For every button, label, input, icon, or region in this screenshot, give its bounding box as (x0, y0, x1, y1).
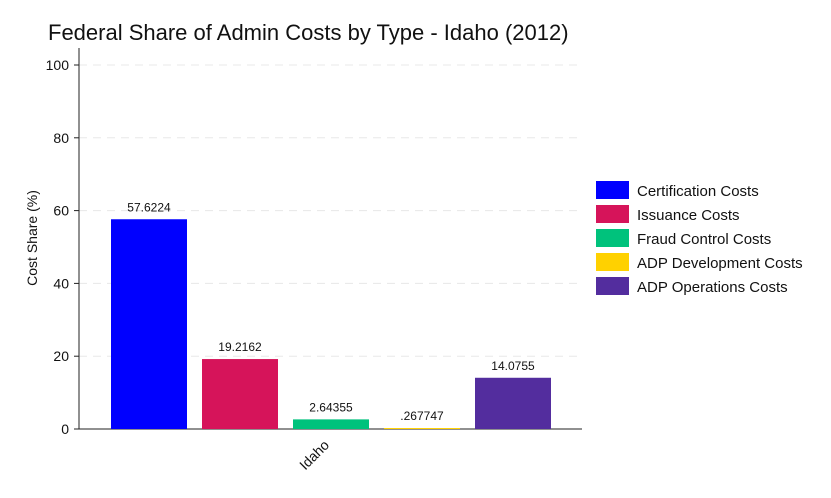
y-tick-label: 60 (53, 203, 69, 219)
data-labels: 57.6224 19.2162 2.64355 .267747 14.0755 (127, 200, 535, 423)
legend-swatch (596, 229, 629, 247)
x-tick-label: Idaho (296, 437, 332, 473)
data-label: 57.6224 (127, 200, 171, 214)
y-axis-ticks: 0 20 40 60 80 100 (46, 57, 79, 437)
legend-label: Fraud Control Costs (637, 231, 771, 248)
bar (293, 419, 369, 429)
legend-label: Issuance Costs (637, 207, 740, 224)
legend-swatch (596, 181, 629, 199)
legend-swatch (596, 277, 629, 295)
bar (475, 377, 551, 429)
data-label: .267747 (400, 409, 444, 423)
chart-title: Federal Share of Admin Costs by Type - I… (48, 20, 569, 45)
bar (384, 428, 460, 429)
legend-label: ADP Operations Costs (637, 279, 788, 296)
bar (111, 219, 187, 429)
legend-swatch (596, 253, 629, 271)
bars (111, 219, 551, 429)
y-tick-label: 40 (53, 275, 69, 291)
data-label: 14.0755 (491, 359, 535, 373)
y-tick-label: 0 (61, 421, 69, 437)
data-label: 2.64355 (309, 400, 353, 414)
y-tick-label: 20 (53, 348, 69, 364)
bar (202, 359, 278, 429)
y-tick-label: 80 (53, 130, 69, 146)
legend-label: ADP Development Costs (637, 255, 803, 272)
y-tick-label: 100 (46, 57, 70, 73)
legend: Certification Costs Issuance Costs Fraud C… (596, 181, 803, 296)
y-axis-label: Cost Share (%) (24, 190, 40, 286)
data-label: 19.2162 (218, 340, 262, 354)
legend-swatch (596, 205, 629, 223)
legend-label: Certification Costs (637, 183, 759, 200)
